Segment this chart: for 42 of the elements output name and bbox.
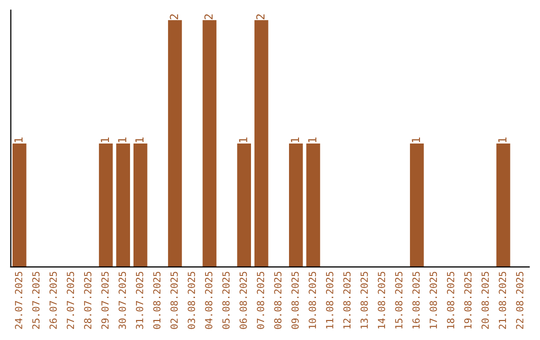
x-tick-label: 18.08.2025 bbox=[446, 272, 454, 328]
x-tick-label: 01.08.2025 bbox=[153, 272, 161, 329]
x-tick-label: 28.07.2025 bbox=[84, 272, 92, 329]
x-tick-label: 04.08.2025 bbox=[205, 272, 212, 329]
x-tick-label: 03.08.2025 bbox=[188, 272, 196, 329]
x-tick-label: 24.07.2025 bbox=[14, 272, 22, 329]
x-tick-label: 05.08.2025 bbox=[222, 272, 230, 329]
x-tick-label: 09.08.2025 bbox=[291, 272, 299, 329]
data-label: 1 bbox=[412, 138, 420, 142]
data-label: 1 bbox=[118, 138, 126, 142]
x-tick-label: 13.08.2025 bbox=[360, 272, 368, 328]
data-label: 1 bbox=[308, 138, 316, 142]
x-tick-label: 17.08.2025 bbox=[430, 272, 438, 328]
data-label: 2 bbox=[256, 14, 264, 20]
x-tick-label: 10.08.2025 bbox=[308, 272, 316, 328]
x-tick-label: 31.07.2025 bbox=[136, 272, 144, 329]
data-label: 1 bbox=[14, 138, 23, 142]
x-tick-label: 15.08.2025 bbox=[395, 272, 402, 328]
x-tick-label: 25.07.2025 bbox=[32, 272, 40, 329]
data-label: 1 bbox=[100, 138, 109, 142]
x-tick-label: 27.07.2025 bbox=[66, 272, 74, 329]
data-label: 1 bbox=[135, 138, 144, 142]
x-tick-label: 20.08.2025 bbox=[481, 272, 489, 329]
x-tick-label: 22.08.2025 bbox=[516, 272, 524, 329]
data-label: 2 bbox=[170, 14, 178, 20]
data-label: 1 bbox=[239, 138, 248, 142]
x-tick-label: 19.08.2025 bbox=[464, 272, 472, 328]
x-tick-label: 29.07.2025 bbox=[101, 272, 109, 329]
x-tick-label: 14.08.2025 bbox=[378, 272, 386, 328]
data-label: 1 bbox=[498, 138, 506, 142]
x-tick-label: 07.08.2025 bbox=[256, 272, 264, 329]
data-label: 1 bbox=[290, 138, 300, 142]
x-tick-label: 12.08.2025 bbox=[343, 272, 351, 328]
x-tick-label: 02.08.2025 bbox=[170, 272, 178, 329]
data-label: 2 bbox=[204, 14, 213, 20]
x-tick-label: 26.07.2025 bbox=[49, 272, 57, 329]
x-tick-label: 16.08.2025 bbox=[412, 272, 420, 328]
x-tick-label: 08.08.2025 bbox=[274, 272, 282, 329]
x-tick-label: 30.07.2025 bbox=[118, 272, 126, 329]
x-tick-label: 06.08.2025 bbox=[240, 272, 247, 329]
x-tick-label: 21.08.2025 bbox=[498, 272, 506, 329]
x-tick-label: 11.08.2025 bbox=[326, 272, 334, 328]
